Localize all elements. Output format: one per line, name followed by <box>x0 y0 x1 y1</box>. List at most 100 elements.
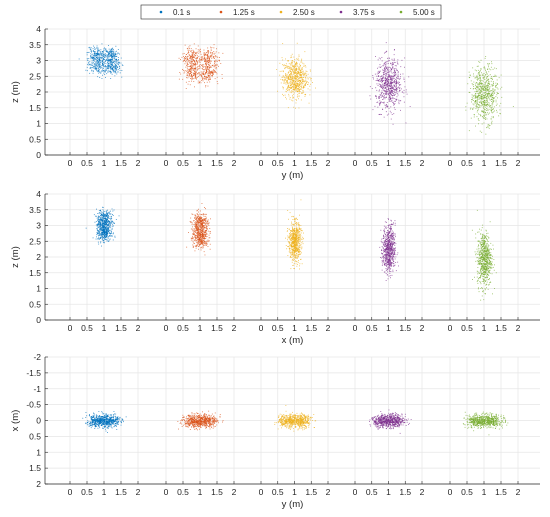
data-point <box>105 216 107 218</box>
data-point <box>189 57 191 58</box>
data-point <box>180 73 182 75</box>
data-point <box>200 229 202 231</box>
data-point <box>96 70 98 72</box>
data-point <box>202 73 204 75</box>
data-point <box>495 86 497 88</box>
data-point <box>203 69 205 71</box>
data-point <box>382 75 384 77</box>
data-point <box>100 61 102 63</box>
data-point <box>86 66 88 68</box>
data-point <box>291 79 292 81</box>
data-point <box>197 232 199 233</box>
data-point <box>195 68 197 70</box>
data-point <box>108 59 109 61</box>
data-point <box>198 68 200 69</box>
data-point <box>99 227 101 228</box>
data-point <box>299 77 301 79</box>
data-point <box>211 65 213 66</box>
data-point <box>491 95 492 97</box>
data-point <box>196 235 198 237</box>
data-point <box>99 64 101 65</box>
data-point <box>380 78 382 80</box>
data-point <box>389 96 391 98</box>
data-point <box>391 90 392 91</box>
data-point <box>377 106 379 108</box>
data-point <box>301 71 303 73</box>
data-point <box>101 223 103 225</box>
data-point <box>382 65 384 67</box>
data-point <box>200 74 202 75</box>
series-3_75s-yz <box>369 42 411 125</box>
data-point <box>390 100 392 102</box>
data-point <box>300 70 302 71</box>
data-point <box>92 67 93 69</box>
data-point <box>101 236 103 238</box>
data-point <box>295 70 297 72</box>
data-point <box>120 57 122 59</box>
data-point <box>91 67 92 69</box>
data-point <box>287 78 289 80</box>
data-point <box>393 69 395 71</box>
data-point <box>290 80 292 82</box>
data-point <box>116 54 118 56</box>
data-point <box>109 59 111 60</box>
data-point <box>202 229 203 231</box>
data-point <box>107 220 109 222</box>
data-point <box>395 73 397 75</box>
data-point <box>289 212 291 214</box>
data-point <box>102 231 104 233</box>
data-point <box>492 79 493 80</box>
data-point <box>107 225 109 227</box>
data-point <box>197 216 199 218</box>
data-point <box>391 79 393 81</box>
data-point <box>493 97 495 99</box>
data-point <box>483 107 485 109</box>
data-point <box>390 118 392 120</box>
data-point <box>472 103 474 105</box>
data-point <box>299 69 301 71</box>
data-point <box>200 71 202 73</box>
data-point <box>297 90 299 92</box>
data-point <box>296 224 298 226</box>
data-point <box>93 45 94 47</box>
data-point <box>109 232 110 234</box>
data-point <box>203 240 204 241</box>
data-point <box>377 75 379 77</box>
data-point <box>483 92 485 94</box>
data-point <box>211 66 213 68</box>
data-point <box>116 68 117 70</box>
data-point <box>100 221 102 223</box>
data-point <box>281 70 283 72</box>
data-point <box>102 70 104 72</box>
data-point <box>378 80 380 82</box>
data-point <box>117 49 119 50</box>
data-point <box>114 58 115 59</box>
data-point <box>299 83 301 85</box>
data-point <box>487 94 489 96</box>
data-point <box>385 93 387 95</box>
data-point <box>194 233 195 235</box>
data-point <box>199 222 201 224</box>
data-point <box>202 59 204 61</box>
data-point <box>206 244 207 246</box>
data-point <box>396 90 398 92</box>
data-point <box>480 91 482 93</box>
data-point <box>216 76 218 78</box>
data-point <box>384 78 386 80</box>
data-point <box>202 226 203 228</box>
data-point <box>200 48 201 50</box>
data-point <box>476 102 478 104</box>
data-point <box>491 63 493 65</box>
data-point <box>395 88 397 90</box>
data-point <box>205 63 207 65</box>
data-point <box>480 79 481 81</box>
data-point <box>207 57 208 58</box>
data-point <box>112 215 114 216</box>
data-point <box>299 68 301 70</box>
data-point <box>191 223 193 225</box>
data-point <box>393 71 395 73</box>
data-point <box>100 57 102 59</box>
data-point <box>104 217 105 219</box>
data-point <box>210 49 212 51</box>
data-point <box>205 238 207 239</box>
